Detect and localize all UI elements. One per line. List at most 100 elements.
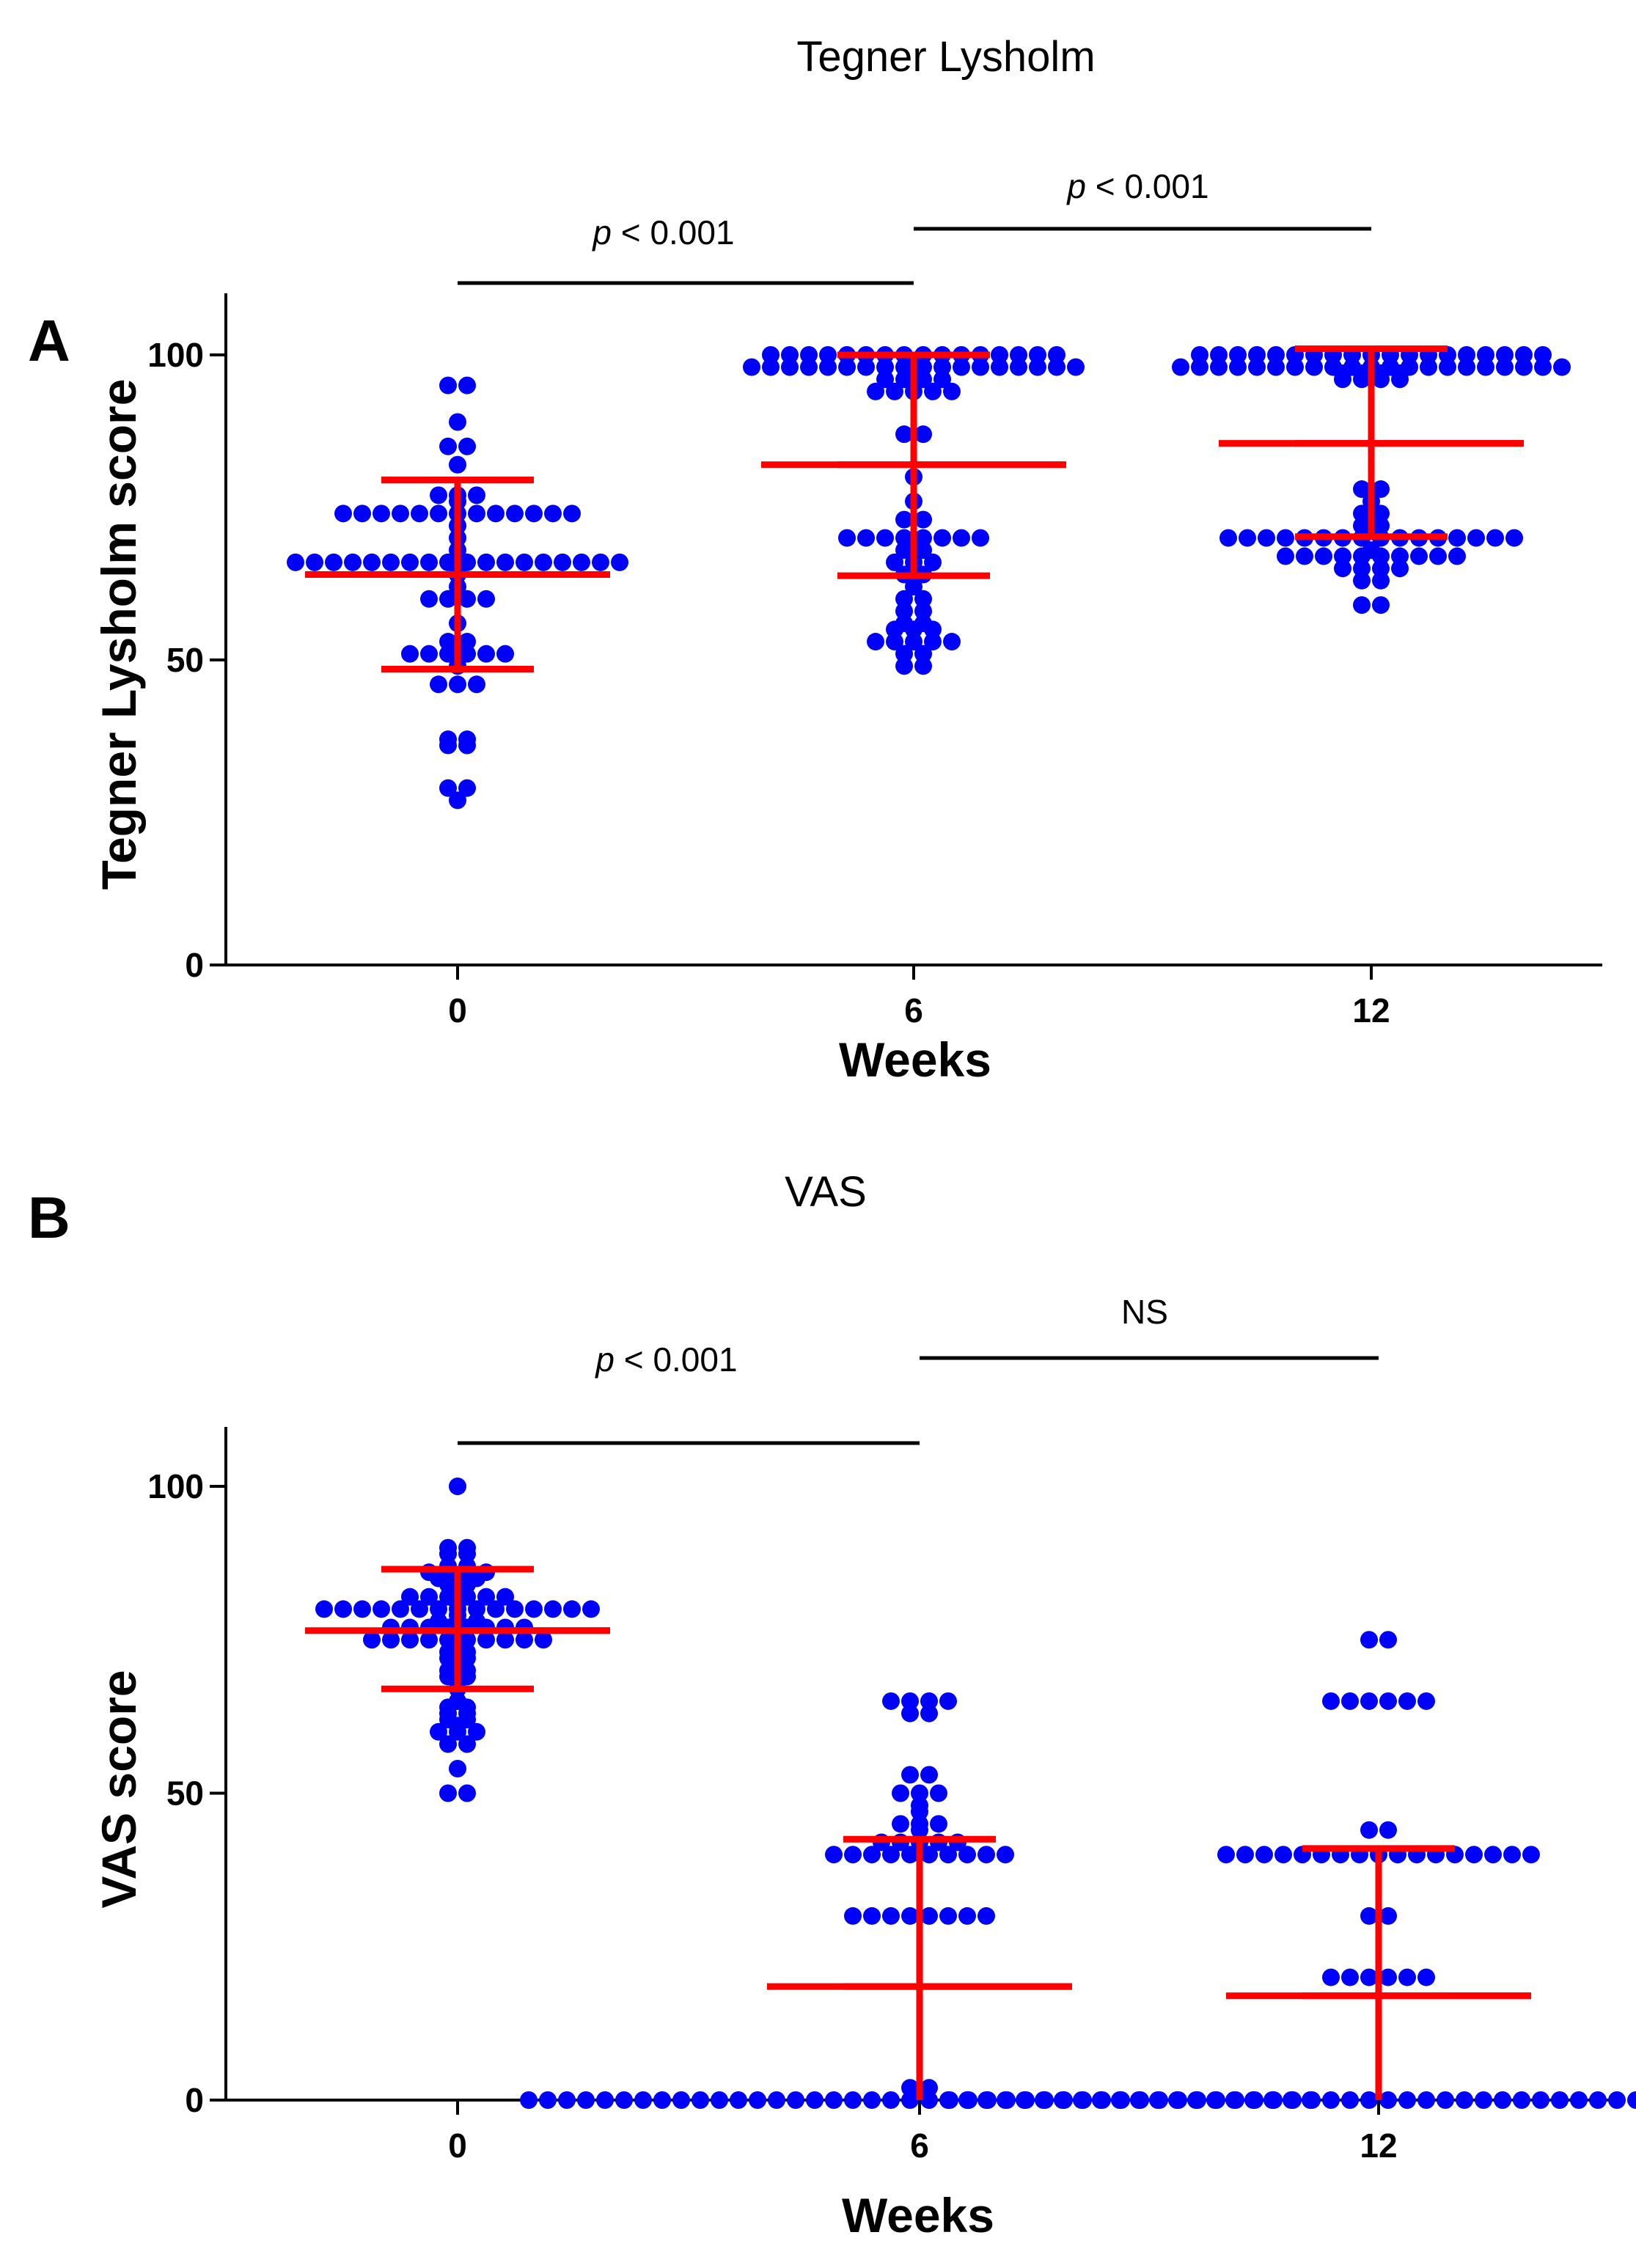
b-data-point [958, 1846, 976, 1864]
b-data-point [439, 1538, 457, 1557]
b-data-point [941, 2091, 958, 2109]
b-data-point [939, 1692, 957, 1710]
b-data-point [439, 1784, 457, 1802]
b-data-point [911, 1784, 928, 1802]
panel-a-significance: p < 0.001 p < 0.001 [458, 167, 1371, 285]
a-data-point [439, 553, 457, 571]
a-data-point [401, 553, 419, 571]
a-data-point [1401, 358, 1418, 376]
a-data-point [1353, 559, 1371, 578]
b-data-point [420, 1631, 438, 1649]
a-data-point [458, 590, 476, 608]
a-data-point [477, 645, 495, 663]
b-data-point [544, 1600, 562, 1618]
b-data-point [516, 1631, 533, 1649]
b-data-point [920, 1766, 938, 1784]
a-data-point [458, 779, 476, 797]
a-data-point [1010, 346, 1027, 364]
a-data-point [867, 633, 884, 651]
b-data-point [1255, 1846, 1273, 1864]
a-data-point [1515, 358, 1533, 376]
b-data-point [672, 2091, 690, 2109]
b-data-point [1570, 2091, 1588, 2109]
b-data-point [1017, 2091, 1035, 2109]
b-data-point [430, 1600, 447, 1618]
b-data-point [1227, 2091, 1244, 2109]
b-data-point [882, 1846, 900, 1864]
b-data-point [1131, 2091, 1149, 2109]
a-data-point [1353, 516, 1371, 535]
b-data-point [1360, 1692, 1378, 1710]
a-data-point [905, 633, 922, 651]
panel-b-ylabel: VAS score [92, 1670, 146, 1908]
b-x-tick-label: 6 [910, 2126, 929, 2165]
b-data-point [1151, 2091, 1168, 2109]
a-data-point [762, 346, 780, 364]
b-data-point [882, 1906, 900, 1925]
a-data-point [1067, 358, 1085, 376]
b-data-point [844, 1906, 862, 1925]
b-data-point [692, 2091, 709, 2109]
b-data-point [1589, 2091, 1607, 2109]
a-data-point [334, 504, 352, 523]
b-data-point [1036, 2091, 1054, 2109]
b-data-point [1093, 2091, 1111, 2109]
b-data-point [1475, 2091, 1492, 2109]
a-data-point [353, 504, 371, 523]
a-data-point [306, 553, 323, 571]
b-data-point [411, 1600, 428, 1618]
b-data-point [1055, 2091, 1073, 2109]
a-data-point [1477, 346, 1494, 364]
a-data-point [439, 590, 457, 608]
a-data-point [430, 675, 447, 694]
b-data-point [911, 1815, 928, 1833]
a-significance-label: p < 0.001 [591, 213, 734, 252]
a-data-point [933, 370, 951, 389]
a-data-point [933, 529, 951, 547]
b-data-point [363, 1631, 381, 1649]
b-data-point [496, 1588, 514, 1606]
a-data-point [420, 590, 438, 608]
a-data-point [477, 553, 495, 571]
a-data-point [458, 553, 476, 571]
a-data-point [458, 633, 476, 651]
b-data-point [449, 1692, 466, 1710]
b-data-point [449, 1478, 466, 1495]
b-data-point [806, 2091, 823, 2109]
a-data-point [1505, 529, 1523, 547]
b-data-point [1379, 1692, 1397, 1710]
b-data-point [730, 2091, 747, 2109]
b-data-point [1465, 1846, 1483, 1864]
b-data-point [960, 2091, 977, 2109]
a-data-point [895, 358, 913, 376]
a-data-point [1267, 358, 1285, 376]
panel-a-plot-area [287, 345, 1571, 810]
a-data-point [914, 657, 932, 675]
b-data-point [1341, 1968, 1359, 1986]
a-data-point [819, 346, 837, 364]
b-data-point [1341, 1692, 1359, 1710]
a-data-point [1486, 529, 1504, 547]
b-data-point [1284, 2091, 1302, 2109]
b-data-point [1398, 1968, 1416, 1986]
a-data-point [914, 590, 932, 608]
b-data-point [1484, 1846, 1502, 1864]
a-data-point [905, 578, 922, 596]
b-data-point [458, 1662, 476, 1680]
b-data-point [477, 1631, 495, 1649]
b-data-point [539, 2091, 557, 2109]
a-data-point [819, 358, 837, 376]
b-data-point [373, 1600, 390, 1618]
b-data-point [520, 2091, 538, 2109]
b-data-point [1341, 2091, 1359, 2109]
a-data-point [895, 645, 913, 663]
b-data-point [1379, 1631, 1397, 1649]
a-data-point [420, 645, 438, 663]
a-data-point [1048, 346, 1065, 364]
b-data-point [1236, 1846, 1254, 1864]
a-data-point [867, 382, 884, 400]
a-data-point [800, 346, 818, 364]
a-data-point [1029, 346, 1046, 364]
a-data-point [458, 437, 476, 455]
